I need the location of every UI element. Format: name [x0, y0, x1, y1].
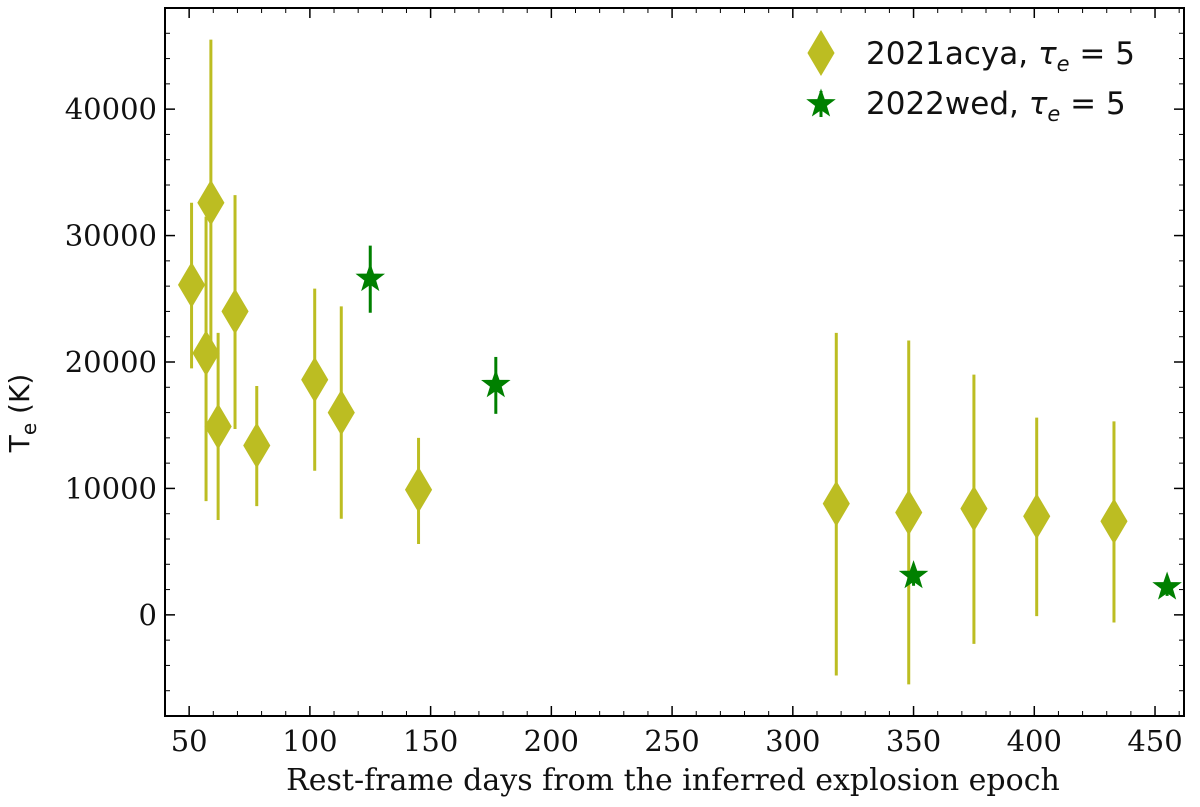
data-point-diamond: [327, 389, 355, 436]
legend-tau-value: = 5: [1060, 86, 1125, 122]
x-tick-label: 100: [282, 724, 337, 758]
legend-tau-subscript: e: [1057, 52, 1070, 76]
legend-label-prefix: 2021acya,: [866, 36, 1038, 72]
x-tick-label: 50: [171, 724, 208, 758]
x-tick-label: 450: [1127, 724, 1182, 758]
data-point-star: [1152, 571, 1182, 600]
series-2021acya: [177, 39, 1128, 685]
data-point-diamond: [301, 356, 329, 403]
legend-label-2022wed: 2022wed, τe = 5: [866, 86, 1126, 126]
data-point-diamond: [243, 422, 271, 469]
x-tick-label: 400: [1007, 724, 1062, 758]
data-marks: [177, 39, 1182, 685]
legend: 2021acya, τe = 5 2022wed, τe = 5: [806, 30, 1135, 126]
legend-tau-value: = 5: [1070, 36, 1135, 72]
data-point-diamond: [404, 466, 433, 513]
y-axis-label: Te (K): [3, 374, 41, 454]
data-point-diamond: [822, 480, 850, 527]
legend-star-marker: [806, 88, 836, 117]
y-axis-label-subscript: e: [17, 423, 41, 435]
data-point-star: [481, 369, 511, 398]
legend-label-2021acya: 2021acya, τe = 5: [866, 36, 1135, 76]
data-point-diamond: [1023, 493, 1051, 540]
y-tick-label: 30000: [65, 219, 157, 253]
y-axis-label-unit: (K): [3, 374, 36, 423]
y-axis-ticks: 0 10000 20000 30000 40000: [65, 32, 1184, 692]
data-point-diamond: [221, 288, 249, 335]
data-point-diamond: [197, 179, 225, 226]
legend-star: [806, 88, 836, 117]
legend-entry-2021acya: 2021acya, τe = 5: [807, 30, 1135, 76]
legend-entry-2022wed: 2022wed, τe = 5: [806, 86, 1126, 126]
data-point-star: [898, 560, 929, 589]
legend-tau-subscript: e: [1047, 102, 1060, 126]
series-2022wed: [355, 245, 1182, 600]
legend-diamond-marker: [807, 30, 835, 76]
x-tick-label: 250: [644, 724, 699, 758]
legend-diamond: [807, 30, 835, 76]
y-tick-label: 0: [139, 598, 157, 632]
data-point-diamond: [895, 489, 923, 536]
y-tick-label: 10000: [65, 471, 157, 505]
x-axis-ticks: 50 100 150 200 250 300 350 400 450: [171, 8, 1183, 758]
data-point-diamond: [192, 330, 220, 377]
data-point-diamond: [1100, 498, 1128, 545]
y-tick-label: 40000: [65, 92, 157, 126]
data-point-star: [355, 263, 386, 292]
x-tick-label: 350: [886, 724, 941, 758]
legend-label-prefix: 2022wed,: [866, 86, 1029, 122]
data-point-diamond: [177, 261, 206, 308]
x-axis-label: Rest-frame days from the inferred explos…: [286, 763, 1060, 798]
y-tick-label: 20000: [65, 345, 157, 379]
x-tick-label: 300: [765, 724, 820, 758]
x-tick-label: 200: [524, 724, 579, 758]
x-tick-label: 150: [403, 724, 458, 758]
data-point-diamond: [960, 485, 988, 532]
y-axis-label-main: T: [3, 434, 36, 453]
legend-tau-symbol: τ: [1038, 36, 1057, 72]
data-point-diamond: [204, 403, 232, 450]
plot-frame: [164, 7, 1185, 717]
legend-tau-symbol: τ: [1029, 86, 1048, 122]
